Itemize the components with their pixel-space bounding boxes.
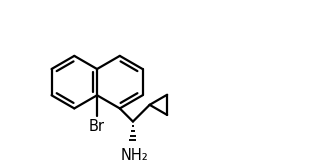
Text: Br: Br	[89, 119, 105, 134]
Text: NH₂: NH₂	[121, 148, 149, 163]
